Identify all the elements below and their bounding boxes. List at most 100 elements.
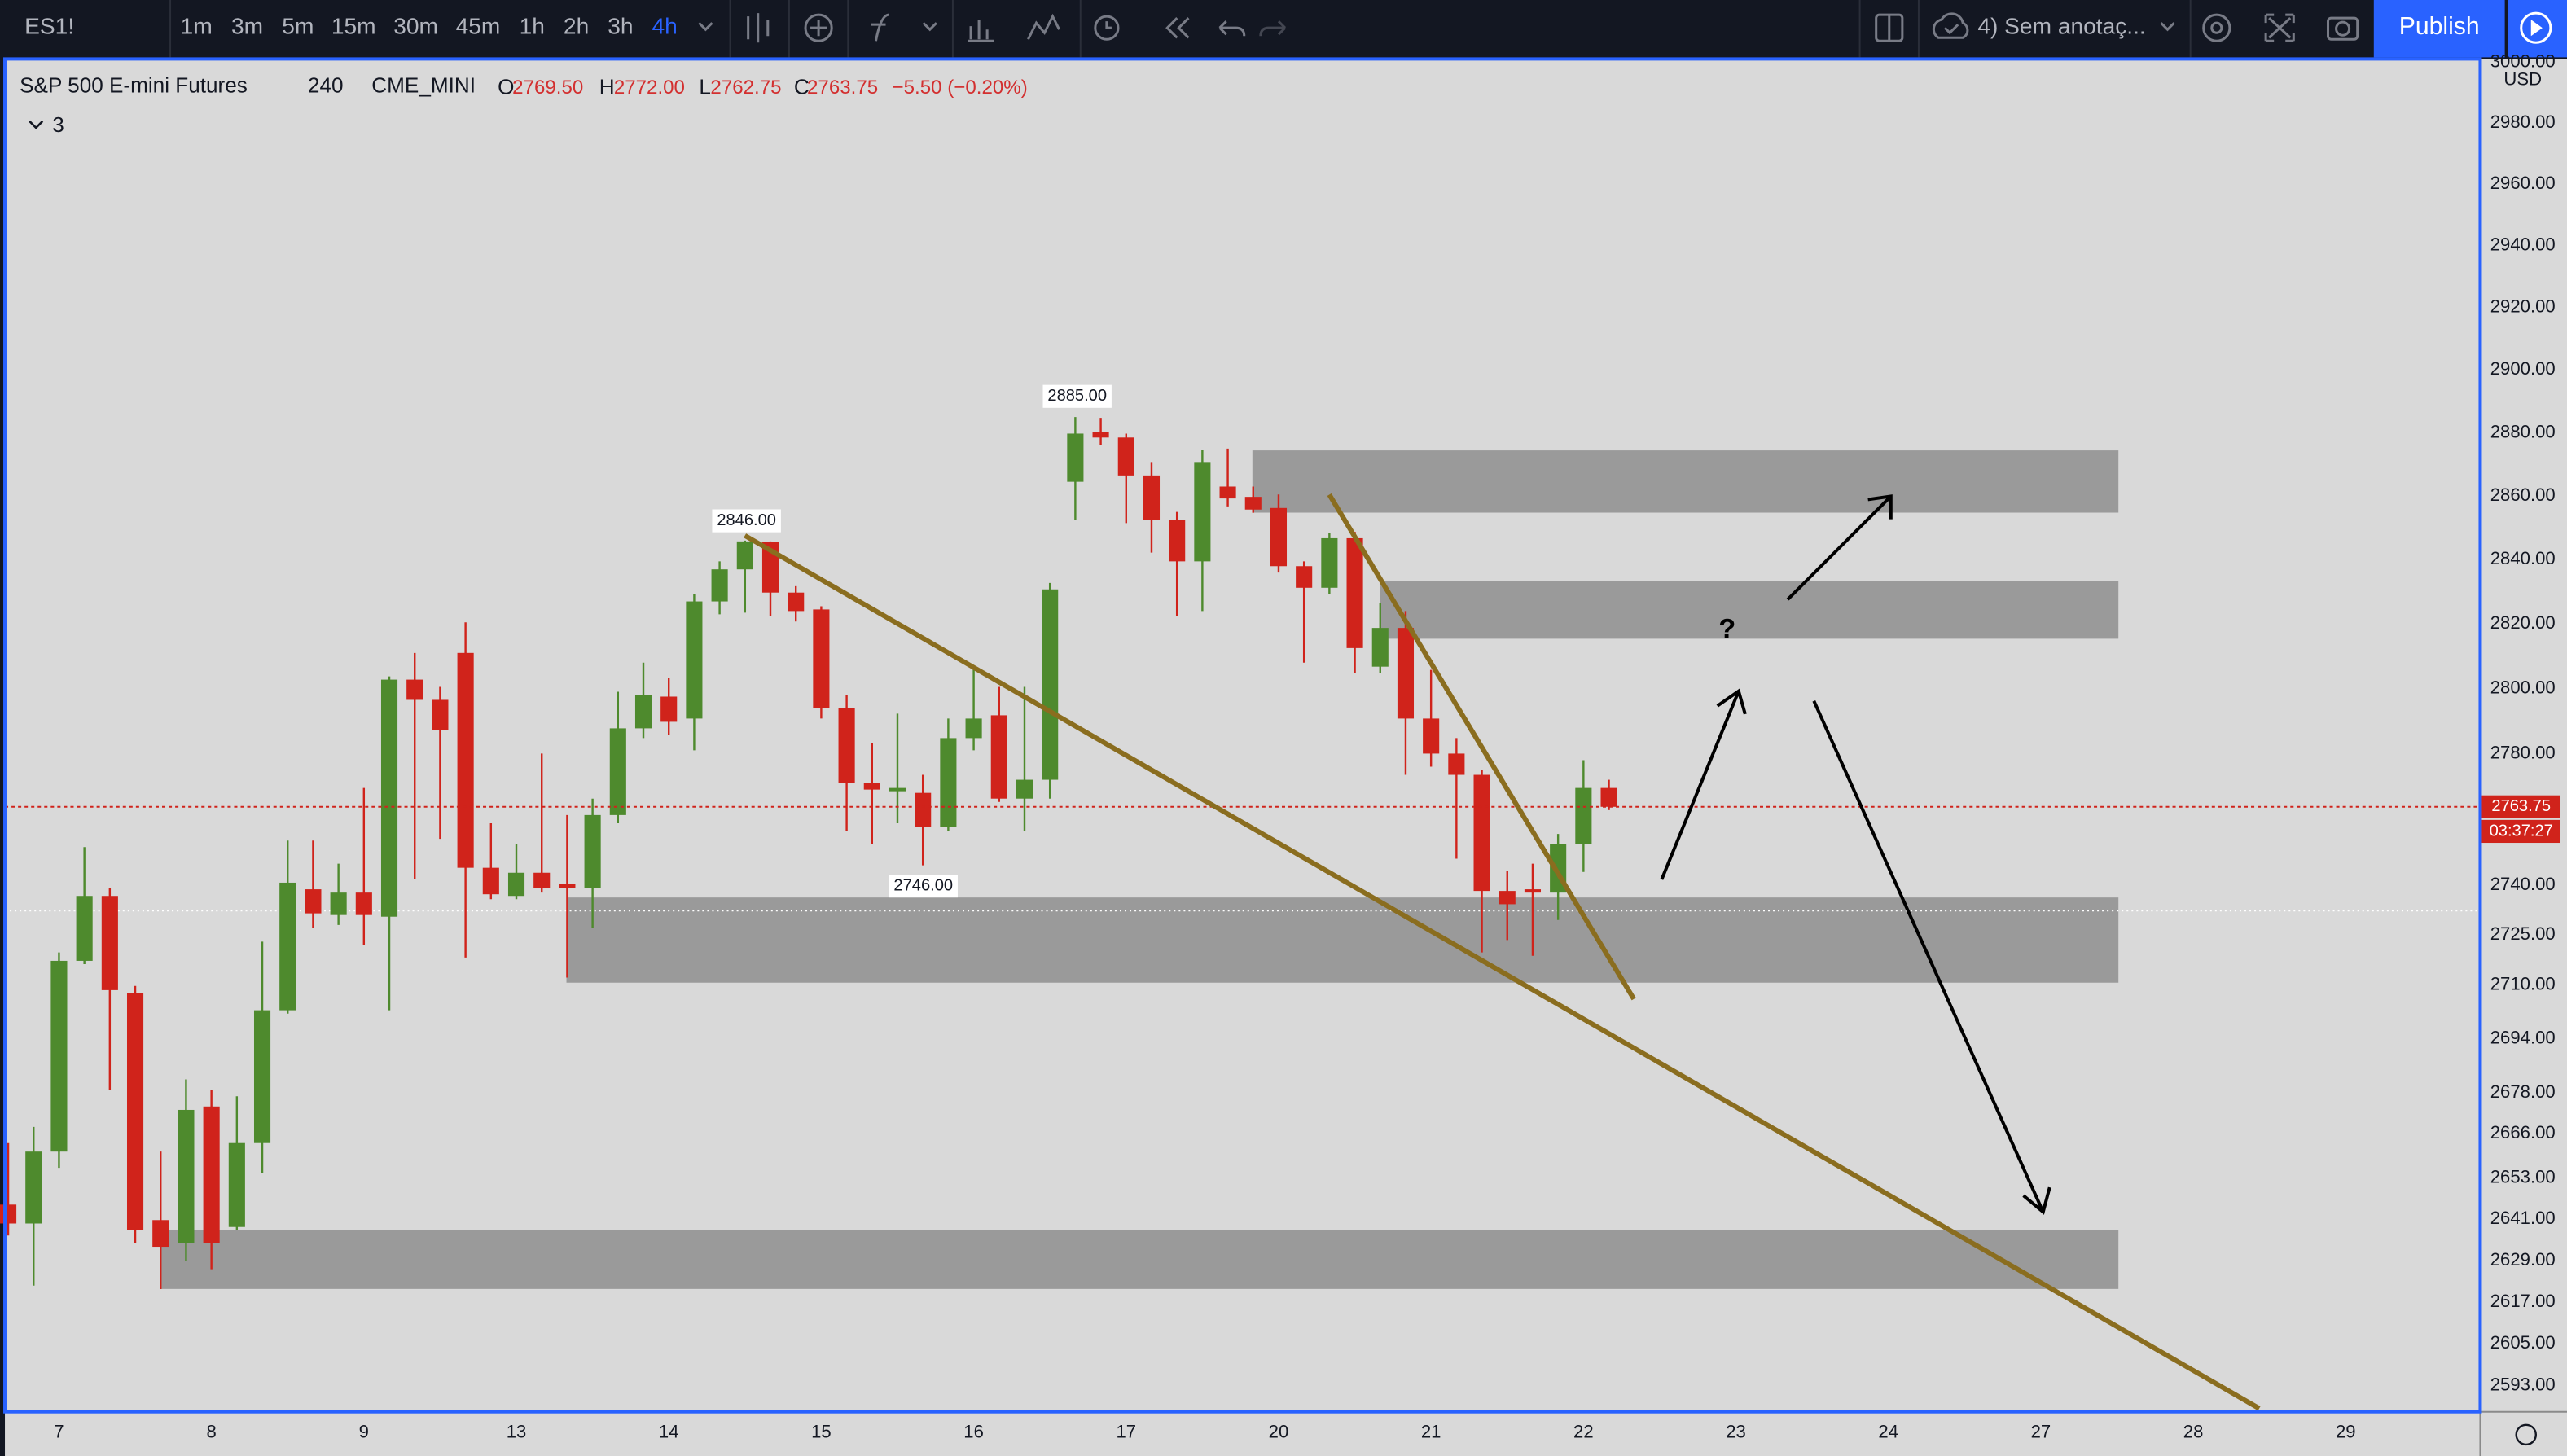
candle-body[interactable]: [228, 1142, 245, 1227]
candle-body[interactable]: [1524, 889, 1542, 893]
candle-body[interactable]: [1042, 589, 1059, 780]
price-axis[interactable]: [2480, 59, 2567, 1412]
zone[interactable]: [1380, 581, 2119, 639]
candle-body[interactable]: [0, 1204, 17, 1224]
candle-body[interactable]: [736, 541, 753, 570]
templates-icon[interactable]: [968, 20, 994, 42]
candle-body[interactable]: [1016, 779, 1033, 799]
candle-body[interactable]: [50, 960, 68, 1152]
candle-body[interactable]: [1499, 891, 1516, 905]
candle-body[interactable]: [863, 783, 880, 790]
indicator-toggle[interactable]: [29, 120, 44, 129]
candle-body[interactable]: [990, 715, 1007, 799]
indicator-count[interactable]: 3: [52, 112, 64, 137]
candle-body[interactable]: [1067, 433, 1084, 482]
candle-body[interactable]: [152, 1220, 169, 1248]
candle-body[interactable]: [1448, 753, 1465, 775]
candle-body[interactable]: [711, 569, 728, 602]
candle-body[interactable]: [940, 738, 957, 827]
candle-body[interactable]: [305, 889, 322, 914]
candle-body[interactable]: [1092, 432, 1109, 438]
fullscreen-icon[interactable]: [2264, 13, 2295, 42]
candle-body[interactable]: [686, 601, 703, 719]
candle-body[interactable]: [101, 896, 118, 990]
candle-body[interactable]: [1219, 486, 1236, 499]
candle-body[interactable]: [1270, 507, 1288, 567]
candle-body[interactable]: [380, 679, 398, 917]
interval-button[interactable]: 4h: [652, 14, 677, 39]
candle-body[interactable]: [1143, 475, 1161, 520]
interval-button[interactable]: 3h: [608, 14, 633, 39]
candle-body[interactable]: [609, 728, 626, 815]
candle-body[interactable]: [889, 787, 906, 792]
redo-icon[interactable]: [1259, 20, 1287, 37]
candle-body[interactable]: [253, 1010, 271, 1143]
candle-body[interactable]: [559, 884, 576, 888]
indicators-icon[interactable]: [871, 13, 889, 42]
candle-body[interactable]: [1244, 497, 1262, 510]
candle-body[interactable]: [965, 718, 982, 739]
alert-icon[interactable]: [1094, 15, 1120, 41]
add-indicator-icon[interactable]: [804, 13, 833, 42]
publish-button[interactable]: [2373, 0, 2505, 58]
interval-button[interactable]: 2h: [564, 14, 589, 39]
candle-body[interactable]: [406, 679, 423, 700]
candle-body[interactable]: [482, 867, 499, 895]
candle-body[interactable]: [279, 882, 296, 1011]
interval-button[interactable]: 15m: [331, 14, 376, 39]
axis-settings[interactable]: [2515, 1423, 2538, 1446]
zone[interactable]: [160, 1230, 2119, 1289]
candle-body[interactable]: [1600, 787, 1617, 807]
undo-icon[interactable]: [1218, 20, 1246, 37]
candle-body[interactable]: [1423, 718, 1440, 754]
candle-body[interactable]: [330, 892, 347, 915]
interval-dropdown[interactable]: [698, 22, 713, 32]
arrow[interactable]: [1786, 494, 1893, 601]
time-axis[interactable]: [5, 1411, 2567, 1456]
candle-body[interactable]: [1371, 628, 1389, 667]
layout-name[interactable]: 4) Sem anotaç...: [1977, 14, 2145, 39]
annotation-question[interactable]: ?: [1718, 613, 1735, 644]
candle-body[interactable]: [634, 695, 652, 729]
arrow[interactable]: [1660, 688, 1747, 880]
publish-label[interactable]: Publish: [2399, 13, 2480, 40]
compare-icon[interactable]: [1027, 13, 1060, 40]
interval-button[interactable]: 45m: [456, 14, 501, 39]
candle-body[interactable]: [76, 896, 93, 961]
interval-button[interactable]: 3m: [231, 14, 263, 39]
candle-body[interactable]: [25, 1151, 42, 1224]
zone[interactable]: [1252, 450, 2119, 513]
candle-body[interactable]: [788, 592, 805, 612]
replay-icon[interactable]: [1165, 17, 1190, 39]
cloud-icon[interactable]: [1932, 12, 1969, 39]
candle-body[interactable]: [203, 1106, 220, 1243]
symbol[interactable]: ES1!: [24, 14, 74, 39]
candle-body[interactable]: [584, 814, 601, 888]
candle-body[interactable]: [1194, 462, 1211, 562]
candle-body[interactable]: [838, 708, 855, 783]
candle-body[interactable]: [507, 872, 525, 897]
candle-body[interactable]: [1169, 520, 1186, 562]
interval-button[interactable]: 5m: [282, 14, 314, 39]
candle-body[interactable]: [813, 609, 830, 708]
candle-body[interactable]: [1321, 537, 1338, 588]
interval-button[interactable]: 1h: [520, 14, 545, 39]
candle-body[interactable]: [533, 872, 551, 888]
candle-body[interactable]: [660, 696, 678, 722]
interval-button[interactable]: 1m: [181, 14, 213, 39]
candle-body[interactable]: [1575, 787, 1592, 844]
candle-body[interactable]: [1346, 537, 1363, 648]
candle-body[interactable]: [355, 892, 372, 915]
candle-body[interactable]: [178, 1109, 195, 1243]
candle-body[interactable]: [432, 699, 449, 730]
interval-button[interactable]: 30m: [393, 14, 438, 39]
candle-body[interactable]: [457, 652, 474, 868]
trend-line[interactable]: [1327, 493, 1636, 1001]
candle-body[interactable]: [1117, 437, 1134, 476]
chart-style-icon[interactable]: [747, 13, 770, 43]
chart-pane[interactable]: [5, 59, 2481, 1412]
arrow[interactable]: [1812, 699, 2051, 1215]
zone[interactable]: [566, 897, 2119, 983]
settings-icon[interactable]: [2202, 13, 2231, 42]
snapshot-icon[interactable]: [2327, 16, 2359, 41]
